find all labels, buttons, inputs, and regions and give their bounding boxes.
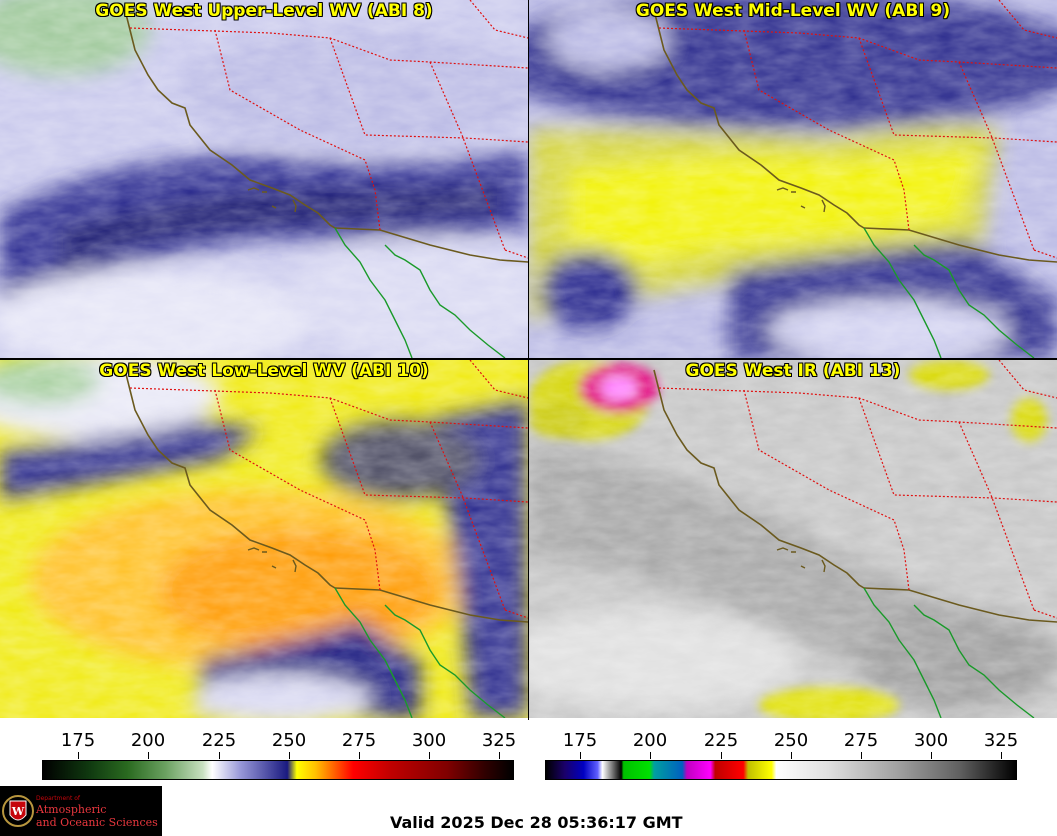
ir-image xyxy=(529,360,1057,718)
ir-tick-mark xyxy=(791,752,792,759)
ir-tick-mark xyxy=(931,752,932,759)
logo-line-2: and Oceanic Sciences xyxy=(36,816,158,829)
uw-crest-icon: W xyxy=(2,795,34,827)
wv-tick-label: 225 xyxy=(201,730,237,751)
ir-tick-label: 275 xyxy=(843,730,879,751)
uw-aos-logo: W Department of Atmospheric and Oceanic … xyxy=(0,786,162,836)
ir-tick-mark xyxy=(861,752,862,759)
upper-level-wv-image xyxy=(0,0,528,358)
wv-tick-mark xyxy=(219,752,220,759)
wv-tick-mark xyxy=(148,752,149,759)
wv-tick-mark xyxy=(78,752,79,759)
ir-tick-label: 200 xyxy=(632,730,668,751)
wv-colorbar-gradient xyxy=(42,760,514,780)
panel-divider-vertical xyxy=(528,0,529,720)
ir-tick-mark xyxy=(580,752,581,759)
ir-tick-label: 250 xyxy=(773,730,809,751)
ir-tick-label: 225 xyxy=(703,730,739,751)
ir-colorbar-gradient xyxy=(545,760,1017,780)
panel-upper-level-wv: GOES West Upper-Level WV (ABI 8) xyxy=(0,0,528,358)
ir-tick-mark xyxy=(1001,752,1002,759)
mid-level-wv-image xyxy=(529,0,1057,358)
wv-tick-label: 175 xyxy=(60,730,96,751)
logo-department: Department of xyxy=(36,795,80,802)
logo-line-1: Atmospheric xyxy=(36,803,107,816)
low-level-wv-image xyxy=(0,360,528,718)
wv-tick-label: 250 xyxy=(271,730,307,751)
ir-tick-mark xyxy=(721,752,722,759)
panel-low-level-wv: GOES West Low-Level WV (ABI 10) xyxy=(0,360,528,718)
panel-mid-level-wv: GOES West Mid-Level WV (ABI 9) xyxy=(529,0,1057,358)
wv-tick-label: 200 xyxy=(130,730,166,751)
wv-tick-mark xyxy=(359,752,360,759)
wv-tick-mark xyxy=(429,752,430,759)
svg-text:W: W xyxy=(11,805,25,818)
wv-tick-label: 300 xyxy=(411,730,447,751)
ir-tick-label: 300 xyxy=(913,730,949,751)
wv-tick-label: 275 xyxy=(341,730,377,751)
wv-tick-mark xyxy=(499,752,500,759)
ir-tick-label: 175 xyxy=(562,730,598,751)
wv-tick-label: 325 xyxy=(481,730,517,751)
panel-ir: GOES West IR (ABI 13) xyxy=(529,360,1057,718)
ir-tick-label: 325 xyxy=(983,730,1019,751)
ir-tick-mark xyxy=(650,752,651,759)
valid-timestamp: Valid 2025 Dec 28 05:36:17 GMT xyxy=(390,813,683,832)
wv-tick-mark xyxy=(289,752,290,759)
